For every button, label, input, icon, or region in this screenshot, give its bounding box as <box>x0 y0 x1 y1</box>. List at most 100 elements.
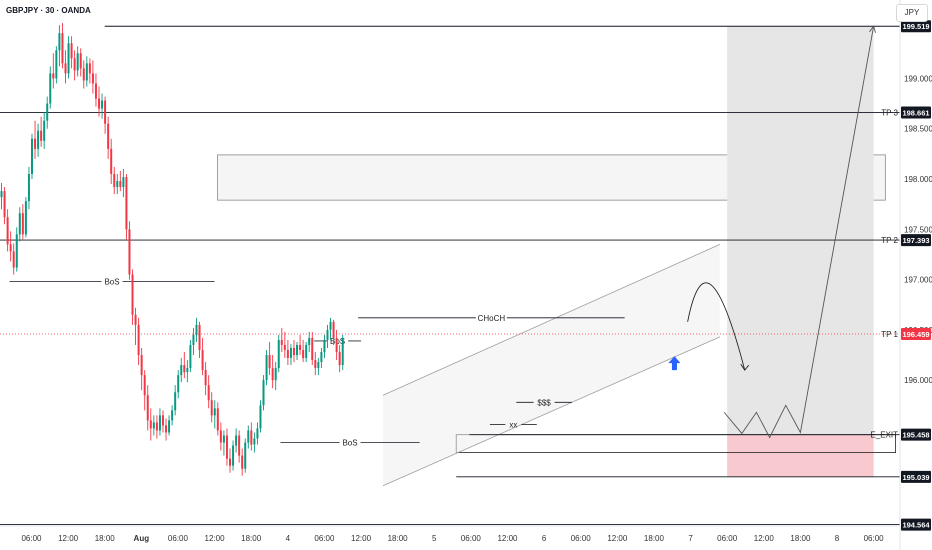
candle-body <box>177 375 180 393</box>
candle-body <box>256 428 259 439</box>
candle-body <box>76 53 79 71</box>
candle-body <box>0 191 3 198</box>
candle-body <box>146 395 149 421</box>
candle-body <box>152 422 155 429</box>
candle-body <box>125 177 128 230</box>
channel-fill <box>382 244 720 486</box>
candle-body <box>128 229 131 275</box>
candle-body <box>116 181 119 188</box>
candle-body <box>213 408 216 416</box>
candle-body <box>82 68 85 81</box>
time-tick-label: 18:00 <box>95 534 116 543</box>
price-tag <box>901 328 931 341</box>
candle-body <box>107 123 110 149</box>
candle-body <box>195 324 198 335</box>
time-tick-label: 06:00 <box>314 534 335 543</box>
candle-body <box>88 63 91 74</box>
candle-body <box>265 355 268 381</box>
candle-body <box>174 392 177 411</box>
candle-body <box>113 173 116 188</box>
candle-body <box>155 422 158 431</box>
candle-body <box>238 435 241 456</box>
candle-body <box>326 329 329 340</box>
price-tick-label: 197.000 <box>904 276 932 285</box>
time-tick-label: 12:00 <box>351 534 372 543</box>
candle-body <box>67 43 70 74</box>
channel-lower-line <box>382 336 721 487</box>
candle-body <box>247 430 250 443</box>
time-tick-label: 06:00 <box>717 534 738 543</box>
candle-body <box>37 130 40 149</box>
candle-body <box>171 410 174 421</box>
annotation-label: BoS <box>342 439 357 448</box>
time-tick-label: 06:00 <box>168 534 189 543</box>
candle-body <box>137 324 140 356</box>
candle-body <box>198 324 201 350</box>
candle-body <box>305 344 308 359</box>
price-tick-label: 198.000 <box>904 175 932 184</box>
candle-body <box>314 360 317 369</box>
candle-body <box>253 438 256 445</box>
time-tick-label: 6 <box>542 534 547 543</box>
price-tick-label: 198.500 <box>904 125 932 134</box>
candle-body <box>49 73 52 104</box>
candle-body <box>104 100 107 124</box>
candle-body <box>235 435 238 446</box>
candle-body <box>119 181 122 188</box>
candle-body <box>271 368 274 381</box>
price-tag-label: 194.564 <box>902 521 930 530</box>
level-label: E_EXIT <box>870 431 898 440</box>
candle-body <box>311 337 314 361</box>
time-tick-label: 12:00 <box>497 534 518 543</box>
price-tick-label: 197.500 <box>904 225 932 234</box>
take-profit-zone <box>727 26 874 435</box>
candle-body <box>317 362 320 369</box>
candle-body <box>3 191 6 218</box>
price-tag-label: 197.393 <box>902 236 929 245</box>
time-tick-label: 06:00 <box>21 534 42 543</box>
candle-body <box>85 63 88 81</box>
candle-body <box>207 385 210 401</box>
candle-body <box>210 400 213 416</box>
currency-button[interactable]: JPY <box>896 4 928 22</box>
price-tag <box>901 20 931 33</box>
candle-body <box>216 408 219 431</box>
time-tick-label: 12:00 <box>58 534 79 543</box>
candle-body <box>55 50 58 79</box>
level-label: TP 3 <box>881 109 898 118</box>
time-tick-label: 12:00 <box>607 534 628 543</box>
candle-body <box>168 420 171 433</box>
candle-body <box>192 334 195 345</box>
candle-body <box>232 445 235 466</box>
candle-body <box>189 344 192 369</box>
candle-body <box>6 217 9 245</box>
candle-body <box>323 339 326 353</box>
candle-body <box>18 213 21 235</box>
candle-body <box>308 337 311 345</box>
candle-body <box>183 365 186 373</box>
price-tag <box>901 428 931 441</box>
candle-body <box>201 349 204 371</box>
projection-arrowhead <box>869 25 876 34</box>
candle-body <box>186 368 189 373</box>
candle-body <box>58 33 61 51</box>
level-label: TP 2 <box>881 236 898 245</box>
time-tick-label: 4 <box>286 534 291 543</box>
level-label: TP 1 <box>881 330 898 339</box>
candle-body <box>268 355 271 369</box>
candle-body <box>46 103 49 121</box>
time-tick-label: 06:00 <box>864 534 885 543</box>
candle-body <box>131 274 134 315</box>
price-tag <box>901 234 931 247</box>
time-tick-label: 18:00 <box>241 534 262 543</box>
candle-body <box>52 73 55 79</box>
annotation-label: $$$ <box>537 398 551 407</box>
candle-body <box>70 43 73 59</box>
candle-body <box>140 355 143 376</box>
annotation-label: BoS <box>104 278 119 287</box>
candle-body <box>64 63 67 74</box>
candle-body <box>335 337 338 353</box>
candle-body <box>91 73 94 84</box>
candle-body <box>34 138 37 149</box>
